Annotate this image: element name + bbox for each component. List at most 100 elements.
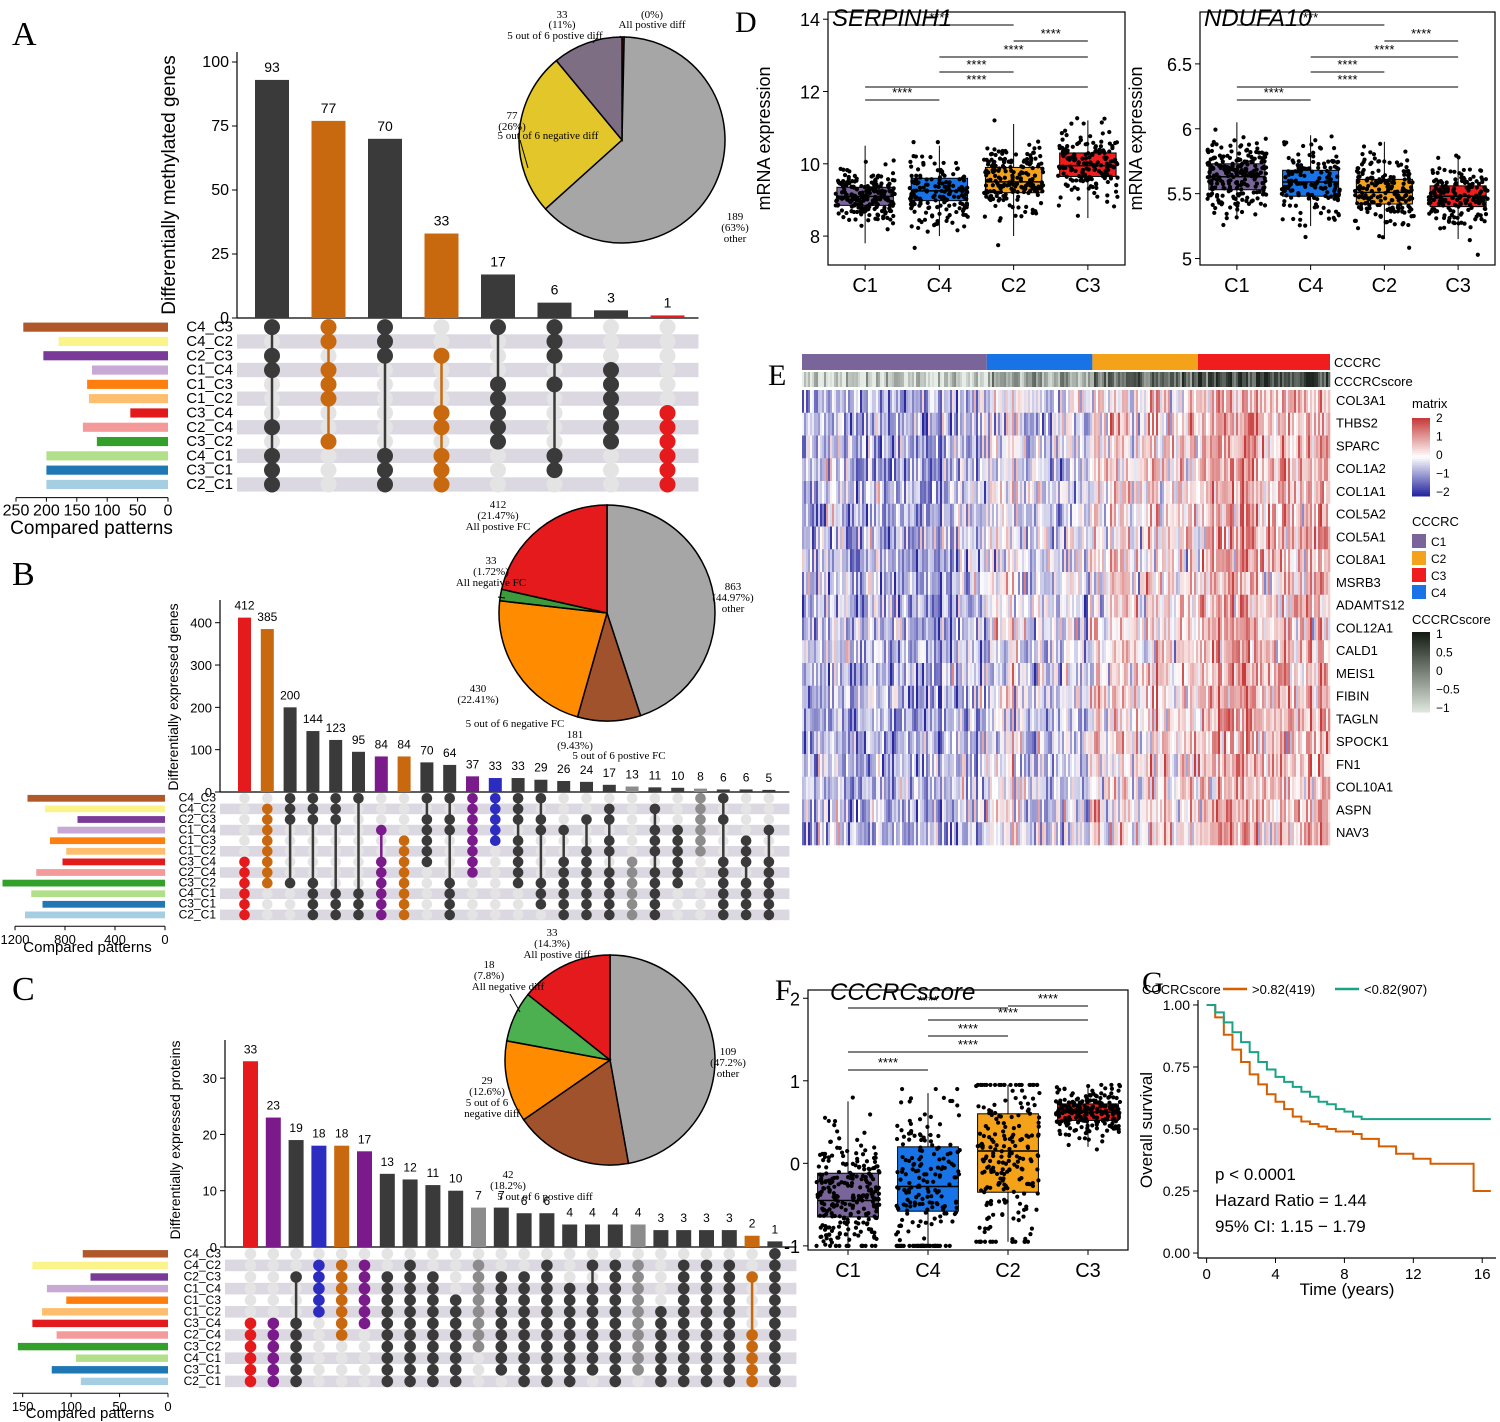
heatmap-cell bbox=[874, 390, 877, 414]
matrix-dot bbox=[313, 1282, 325, 1295]
heatmap-cell bbox=[892, 435, 895, 459]
data-point bbox=[1235, 207, 1240, 212]
heatmap-cell bbox=[808, 435, 811, 459]
heatmap-cell bbox=[926, 412, 929, 436]
matrix-dot bbox=[262, 846, 273, 857]
heatmap-cell bbox=[838, 776, 841, 800]
annotation-score-cell bbox=[854, 372, 857, 387]
matrix-dot-empty bbox=[604, 793, 615, 804]
heatmap-cell bbox=[958, 549, 961, 573]
heatmap-cell bbox=[970, 549, 973, 573]
data-point bbox=[833, 191, 838, 196]
matrix-dot bbox=[718, 856, 729, 868]
heatmap-cell bbox=[908, 390, 911, 414]
heatmap-cell bbox=[914, 776, 917, 800]
heatmap-cell bbox=[980, 549, 983, 573]
pie-leader bbox=[592, 37, 598, 44]
heatmap-cell bbox=[854, 572, 857, 596]
matrix-dot-empty bbox=[358, 1352, 371, 1364]
heatmap-cell bbox=[840, 708, 843, 732]
matrix-dot bbox=[655, 1352, 667, 1364]
heatmap-cell bbox=[968, 526, 971, 550]
heatmap-cell bbox=[938, 754, 941, 778]
data-point bbox=[1466, 207, 1471, 212]
heatmap-cell bbox=[816, 685, 819, 709]
matrix-dot-empty bbox=[490, 462, 506, 479]
set-size-bar bbox=[25, 911, 165, 919]
heatmap-cell bbox=[878, 617, 881, 641]
matrix-dot-empty bbox=[695, 888, 706, 899]
data-point bbox=[1388, 174, 1393, 180]
data-point bbox=[891, 186, 896, 191]
heatmap-cell bbox=[890, 617, 893, 641]
intersection-bar bbox=[716, 789, 730, 792]
heatmap-cell bbox=[912, 390, 915, 414]
heatmap-cell bbox=[878, 799, 881, 823]
heatmap-cell bbox=[910, 776, 913, 800]
heatmap-cell bbox=[938, 572, 941, 596]
heatmap-cell bbox=[824, 572, 827, 596]
heatmap-cell bbox=[896, 549, 899, 573]
matrix-dot-empty bbox=[558, 793, 569, 804]
heatmap-cell bbox=[824, 685, 827, 709]
matrix-dot-empty bbox=[335, 1352, 348, 1364]
heatmap-cell bbox=[894, 412, 897, 436]
heatmap-cell bbox=[906, 799, 909, 823]
data-point bbox=[1060, 137, 1065, 142]
pie-label: 5 out of 6 negative FC bbox=[466, 718, 565, 730]
matrix-dot-empty bbox=[495, 1248, 508, 1260]
data-point bbox=[1259, 159, 1264, 165]
heatmap-cell bbox=[960, 549, 963, 573]
heatmap-cell bbox=[856, 708, 859, 732]
heatmap-cell bbox=[908, 412, 911, 436]
data-point bbox=[1371, 152, 1377, 157]
heatmap-cell bbox=[954, 799, 957, 823]
data-point bbox=[1105, 199, 1110, 204]
data-point bbox=[1468, 225, 1473, 230]
heatmap-cell bbox=[886, 799, 889, 823]
heatmap-cell bbox=[860, 526, 863, 550]
data-point bbox=[1228, 188, 1233, 193]
matrix-dot bbox=[558, 888, 569, 899]
heatmap-cell bbox=[818, 412, 821, 436]
heatmap-cell bbox=[896, 412, 899, 436]
heatmap-cell bbox=[864, 708, 867, 732]
matrix-dot bbox=[700, 1294, 713, 1306]
data-point bbox=[887, 206, 892, 211]
heatmap-cell bbox=[972, 799, 975, 823]
heatmap-cell bbox=[882, 412, 885, 436]
heatmap-cell bbox=[834, 685, 837, 709]
matrix-dot-empty bbox=[603, 476, 619, 493]
heatmap-cell bbox=[964, 640, 967, 664]
heatmap-cell bbox=[842, 435, 845, 459]
heatmap-cell bbox=[824, 663, 827, 687]
data-point bbox=[844, 210, 849, 216]
heatmap-cell bbox=[932, 731, 935, 755]
matrix-dot-empty bbox=[740, 793, 752, 804]
data-point bbox=[964, 201, 969, 206]
heatmap-cell bbox=[916, 594, 919, 618]
intersection-bar bbox=[255, 79, 289, 318]
bar-value-label: 412 bbox=[234, 599, 254, 613]
heatmap-cell bbox=[840, 776, 843, 800]
heatmap-cell bbox=[900, 776, 903, 800]
heatmap-cell bbox=[890, 799, 893, 823]
heatmap-cell bbox=[918, 754, 921, 778]
matrix-dot-empty bbox=[490, 888, 501, 899]
heatmap-cell bbox=[874, 663, 877, 687]
heatmap-cell bbox=[920, 412, 923, 436]
heatmap-cell bbox=[848, 685, 851, 709]
heatmap-cell bbox=[884, 776, 887, 800]
data-point bbox=[955, 166, 960, 171]
matrix-dot bbox=[490, 433, 506, 450]
heatmap-cell bbox=[952, 458, 955, 482]
data-point bbox=[1075, 186, 1080, 192]
data-point bbox=[1444, 180, 1449, 185]
data-point bbox=[875, 217, 880, 222]
heatmap-cell bbox=[812, 594, 815, 618]
matrix-dot bbox=[290, 1364, 302, 1376]
heatmap-cell bbox=[936, 754, 939, 778]
heatmap-cell bbox=[864, 776, 867, 800]
matrix-dot bbox=[290, 1317, 302, 1330]
heatmap-cell bbox=[870, 799, 873, 823]
